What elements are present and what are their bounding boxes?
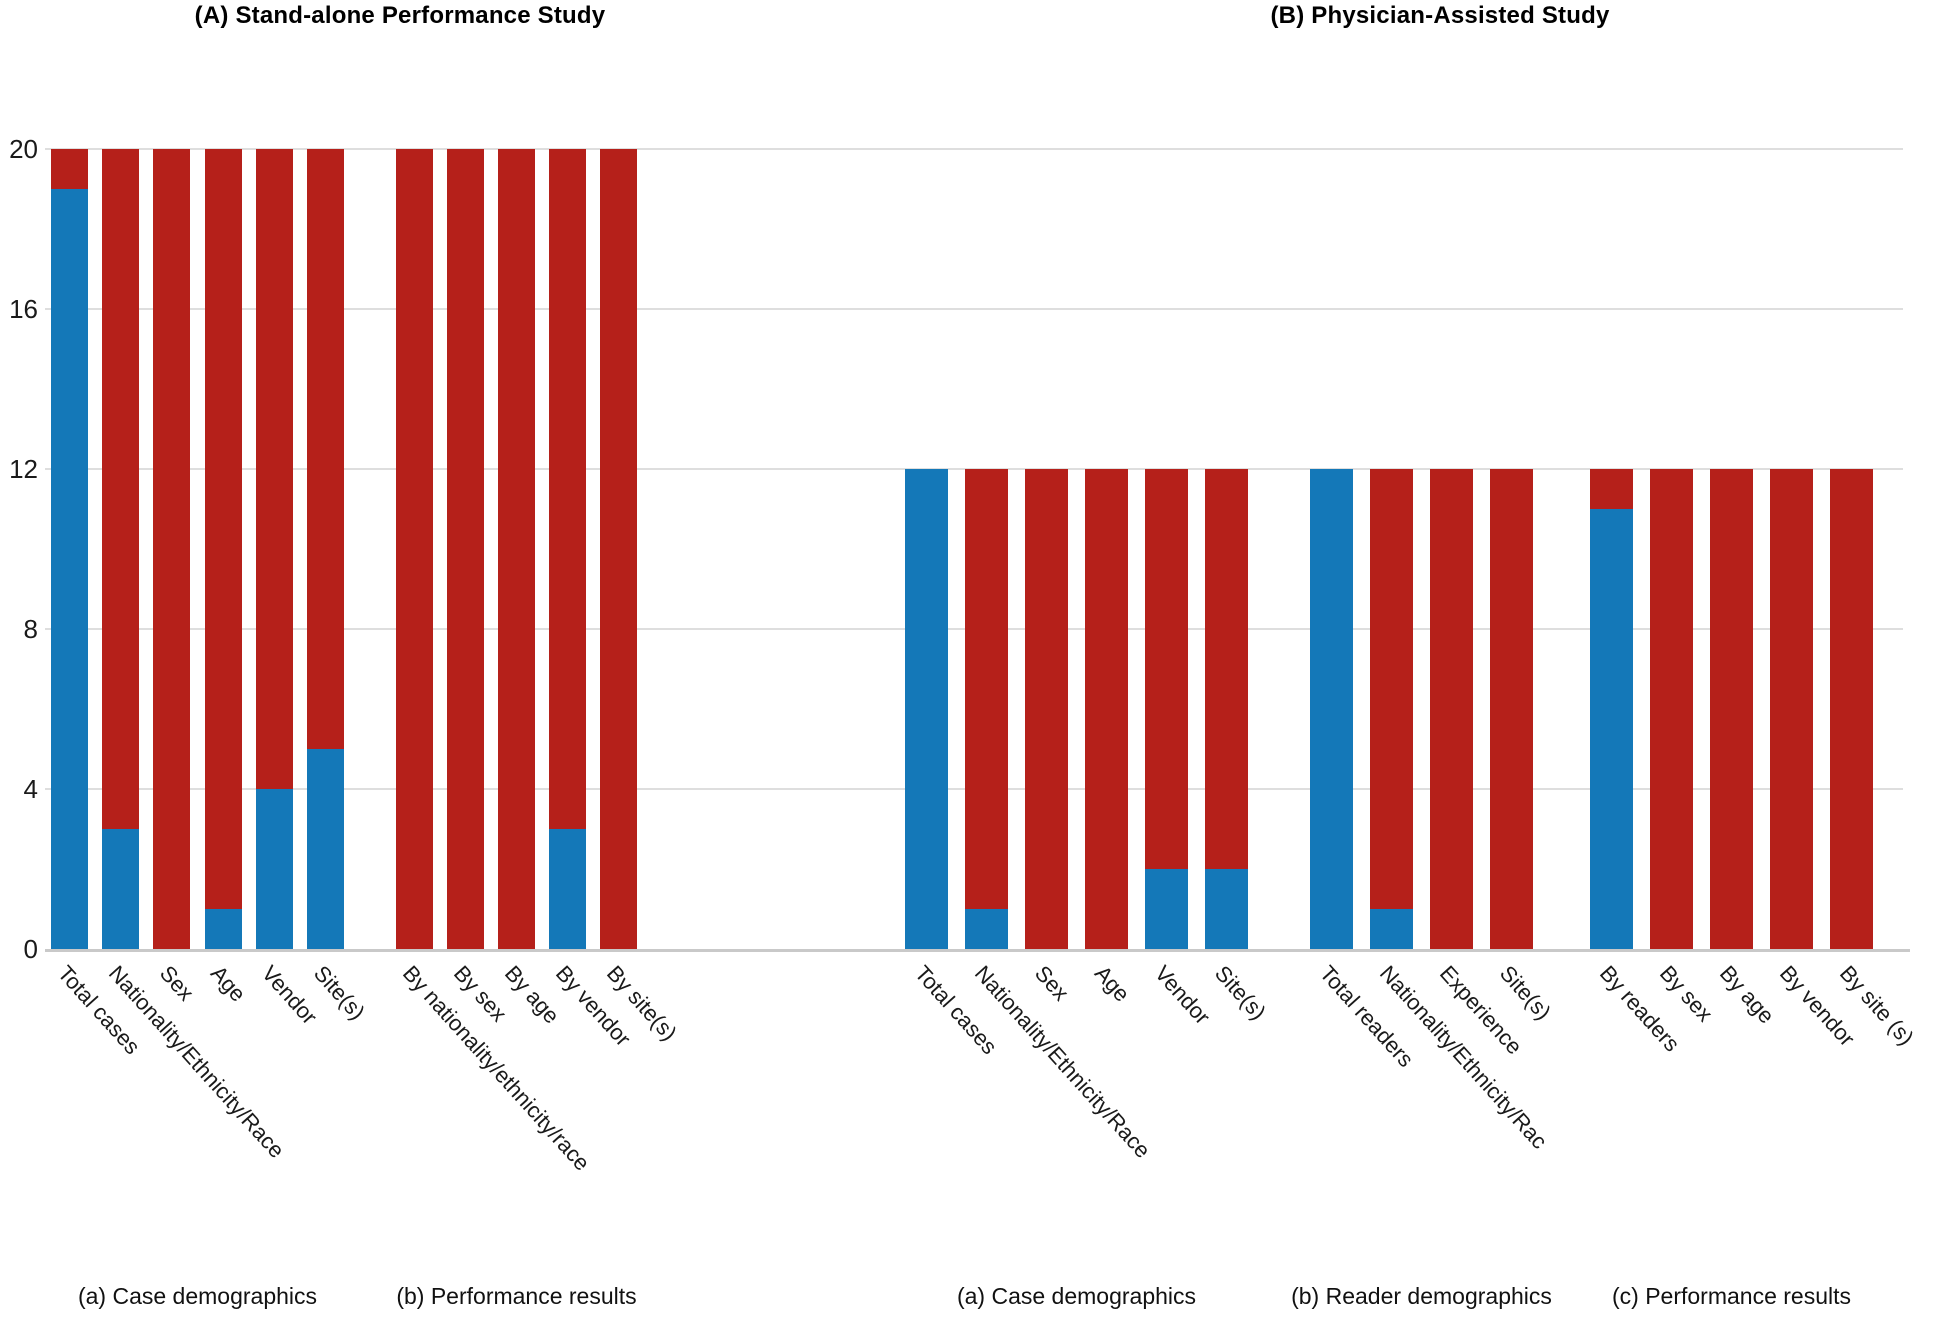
y-tick-label: 0 bbox=[23, 934, 38, 964]
bar-segment-red bbox=[965, 469, 1008, 909]
x-tick-label: Sex bbox=[1029, 960, 1074, 1006]
y-tick-label: 12 bbox=[9, 454, 38, 484]
bar-segment-blue bbox=[1145, 869, 1188, 949]
bar-segment-red bbox=[153, 149, 191, 949]
bar-segment-red bbox=[1205, 469, 1248, 869]
bar-segment-red bbox=[1590, 469, 1633, 509]
x-tick-label: Site(s) bbox=[1494, 960, 1556, 1025]
panel-b-title: (B) Physician-Assisted Study bbox=[1270, 2, 1610, 29]
group-label: (b) Reader demographics bbox=[1291, 1283, 1552, 1309]
bar-segment-blue bbox=[102, 829, 140, 949]
bar-segment-blue bbox=[549, 829, 586, 949]
bar-segment-red bbox=[1770, 469, 1813, 949]
y-tick-label: 20 bbox=[9, 134, 38, 164]
bar-segment-red bbox=[1490, 469, 1533, 949]
bar-segment-blue bbox=[1590, 509, 1633, 949]
x-tick-label: Age bbox=[1089, 960, 1135, 1007]
bar-segment-red bbox=[600, 149, 637, 949]
bar-segment-blue bbox=[1370, 909, 1413, 949]
gridline bbox=[45, 308, 1903, 310]
bar-segment-red bbox=[1430, 469, 1473, 949]
bar-segment-red bbox=[1145, 469, 1188, 869]
bar-segment-red bbox=[307, 149, 344, 749]
bar-segment-red bbox=[1370, 469, 1413, 909]
bar-segment-blue bbox=[965, 909, 1008, 949]
bar-segment-red bbox=[1830, 469, 1873, 949]
gridline bbox=[45, 148, 1903, 150]
bar-segment-blue bbox=[1205, 869, 1248, 949]
bar-segment-red bbox=[204, 149, 242, 909]
bar-segment-red bbox=[1650, 469, 1693, 949]
bar-segment-red bbox=[396, 149, 433, 949]
bar-segment-blue bbox=[905, 469, 948, 949]
panel-a-title: (A) Stand-alone Performance Study bbox=[194, 2, 606, 29]
group-label: (a) Case demographics bbox=[956, 1283, 1197, 1309]
bar-segment-blue bbox=[1310, 469, 1353, 949]
bar-segment-red bbox=[1085, 469, 1128, 949]
bar-segment-red bbox=[1025, 469, 1068, 949]
x-tick-label: Site(s) bbox=[1209, 960, 1271, 1025]
y-tick-label: 16 bbox=[9, 294, 38, 324]
bar-segment-red bbox=[102, 149, 140, 829]
x-tick-label: Vendor bbox=[257, 960, 323, 1030]
bar-segment-red bbox=[447, 149, 484, 949]
bar-segment-red bbox=[255, 149, 293, 789]
x-tick-label: Vendor bbox=[1149, 960, 1215, 1030]
bar-segment-red bbox=[51, 149, 88, 189]
x-tick-label: Nationality/Ethnicity/Race bbox=[103, 960, 290, 1163]
group-label: (b) Performance results bbox=[396, 1283, 637, 1309]
x-axis-line bbox=[45, 949, 1910, 952]
y-tick-label: 8 bbox=[23, 614, 38, 644]
bar-segment-red bbox=[498, 149, 535, 949]
bar-segment-red bbox=[549, 149, 586, 829]
y-tick-label: 4 bbox=[23, 774, 38, 804]
bar-segment-blue bbox=[204, 909, 242, 949]
group-label: (c) Performance results bbox=[1611, 1283, 1852, 1309]
bar-segment-blue bbox=[51, 189, 88, 949]
x-tick-label: By age bbox=[499, 960, 564, 1029]
x-tick-label: By age bbox=[1714, 960, 1779, 1029]
x-tick-label: Age bbox=[206, 960, 251, 1007]
bar-segment-blue bbox=[255, 789, 293, 949]
bar-segment-red bbox=[1710, 469, 1753, 949]
group-label: (a) Case demographics bbox=[77, 1283, 318, 1309]
bar-segment-blue bbox=[307, 749, 344, 949]
x-tick-label: Sex bbox=[154, 960, 199, 1006]
